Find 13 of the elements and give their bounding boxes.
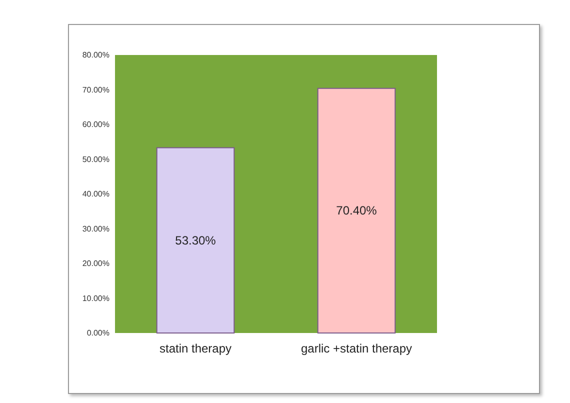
y-tick-label: 20.00%	[82, 259, 110, 268]
data-label: 53.30%	[175, 233, 216, 248]
x-tick-label: garlic +statin therapy	[300, 342, 412, 356]
data-label: 70.40%	[336, 204, 378, 218]
y-tick-label: 60.00%	[82, 120, 110, 129]
y-tick-label: 30.00%	[82, 224, 110, 234]
y-tick-label: 40.00%	[82, 190, 110, 198]
y-tick-label: 10.00%	[82, 294, 110, 303]
y-tick-label: 0.00%	[86, 328, 110, 338]
y-tick-label: 50.00%	[82, 154, 110, 164]
y-tick-label: 70.00%	[82, 85, 110, 94]
x-tick-label: statin therapy	[159, 342, 232, 356]
y-tick-label: 80.00%	[82, 50, 110, 60]
